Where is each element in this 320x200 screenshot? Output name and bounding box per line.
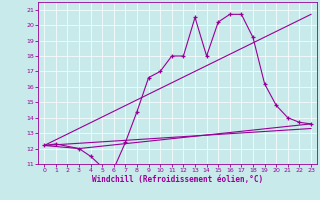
- X-axis label: Windchill (Refroidissement éolien,°C): Windchill (Refroidissement éolien,°C): [92, 175, 263, 184]
